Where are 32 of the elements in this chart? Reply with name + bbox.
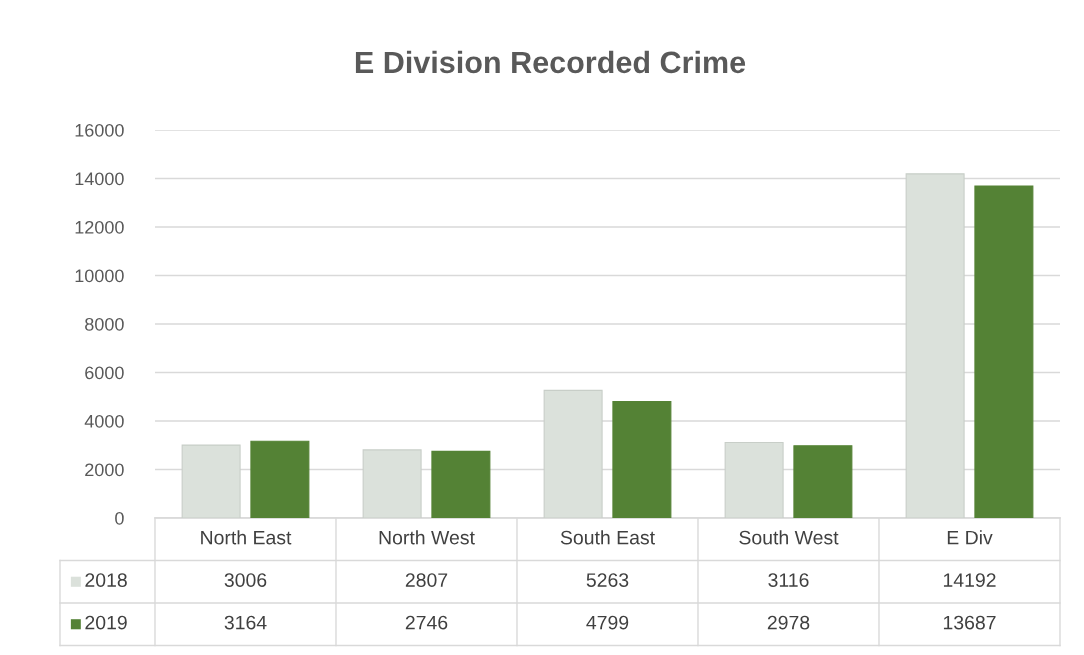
y-tick-label: 4000: [84, 414, 124, 428]
bar: [250, 440, 310, 518]
data-label: 4799: [586, 615, 629, 630]
bar: [431, 450, 491, 518]
bar: [793, 445, 853, 518]
data-label: 14192: [943, 573, 996, 587]
data-label: 3164: [224, 615, 267, 630]
legend-label: 2019: [85, 615, 127, 630]
y-tick-label: 10000: [75, 269, 124, 283]
data-label: 2807: [405, 573, 448, 587]
y-tick-label: 0: [115, 511, 124, 525]
chart-title: E Division Recorded Crime: [355, 50, 746, 74]
data-label: 3006: [224, 573, 267, 587]
y-tick-label: 14000: [75, 172, 124, 186]
y-tick-label: 16000: [75, 123, 124, 137]
data-label: 5263: [586, 573, 629, 587]
data-label: 13687: [943, 615, 996, 630]
bar: [974, 185, 1034, 518]
data-label: 3116: [768, 573, 809, 587]
x-tick-label: South West: [739, 530, 839, 545]
data-label: 2978: [767, 615, 810, 630]
bar: [612, 401, 672, 518]
y-tick-label: 6000: [85, 366, 124, 380]
x-tick-label: North East: [201, 530, 292, 545]
x-tick-label: E Div: [947, 530, 993, 545]
y-tick-label: 12000: [75, 220, 124, 234]
legend-label: 2018: [85, 573, 127, 587]
y-tick-label: 8000: [85, 317, 124, 331]
x-tick-label: South East: [560, 530, 655, 545]
y-tick-label: 2000: [85, 463, 124, 477]
data-label: 2746: [405, 615, 448, 630]
x-tick-label: North West: [379, 530, 475, 545]
